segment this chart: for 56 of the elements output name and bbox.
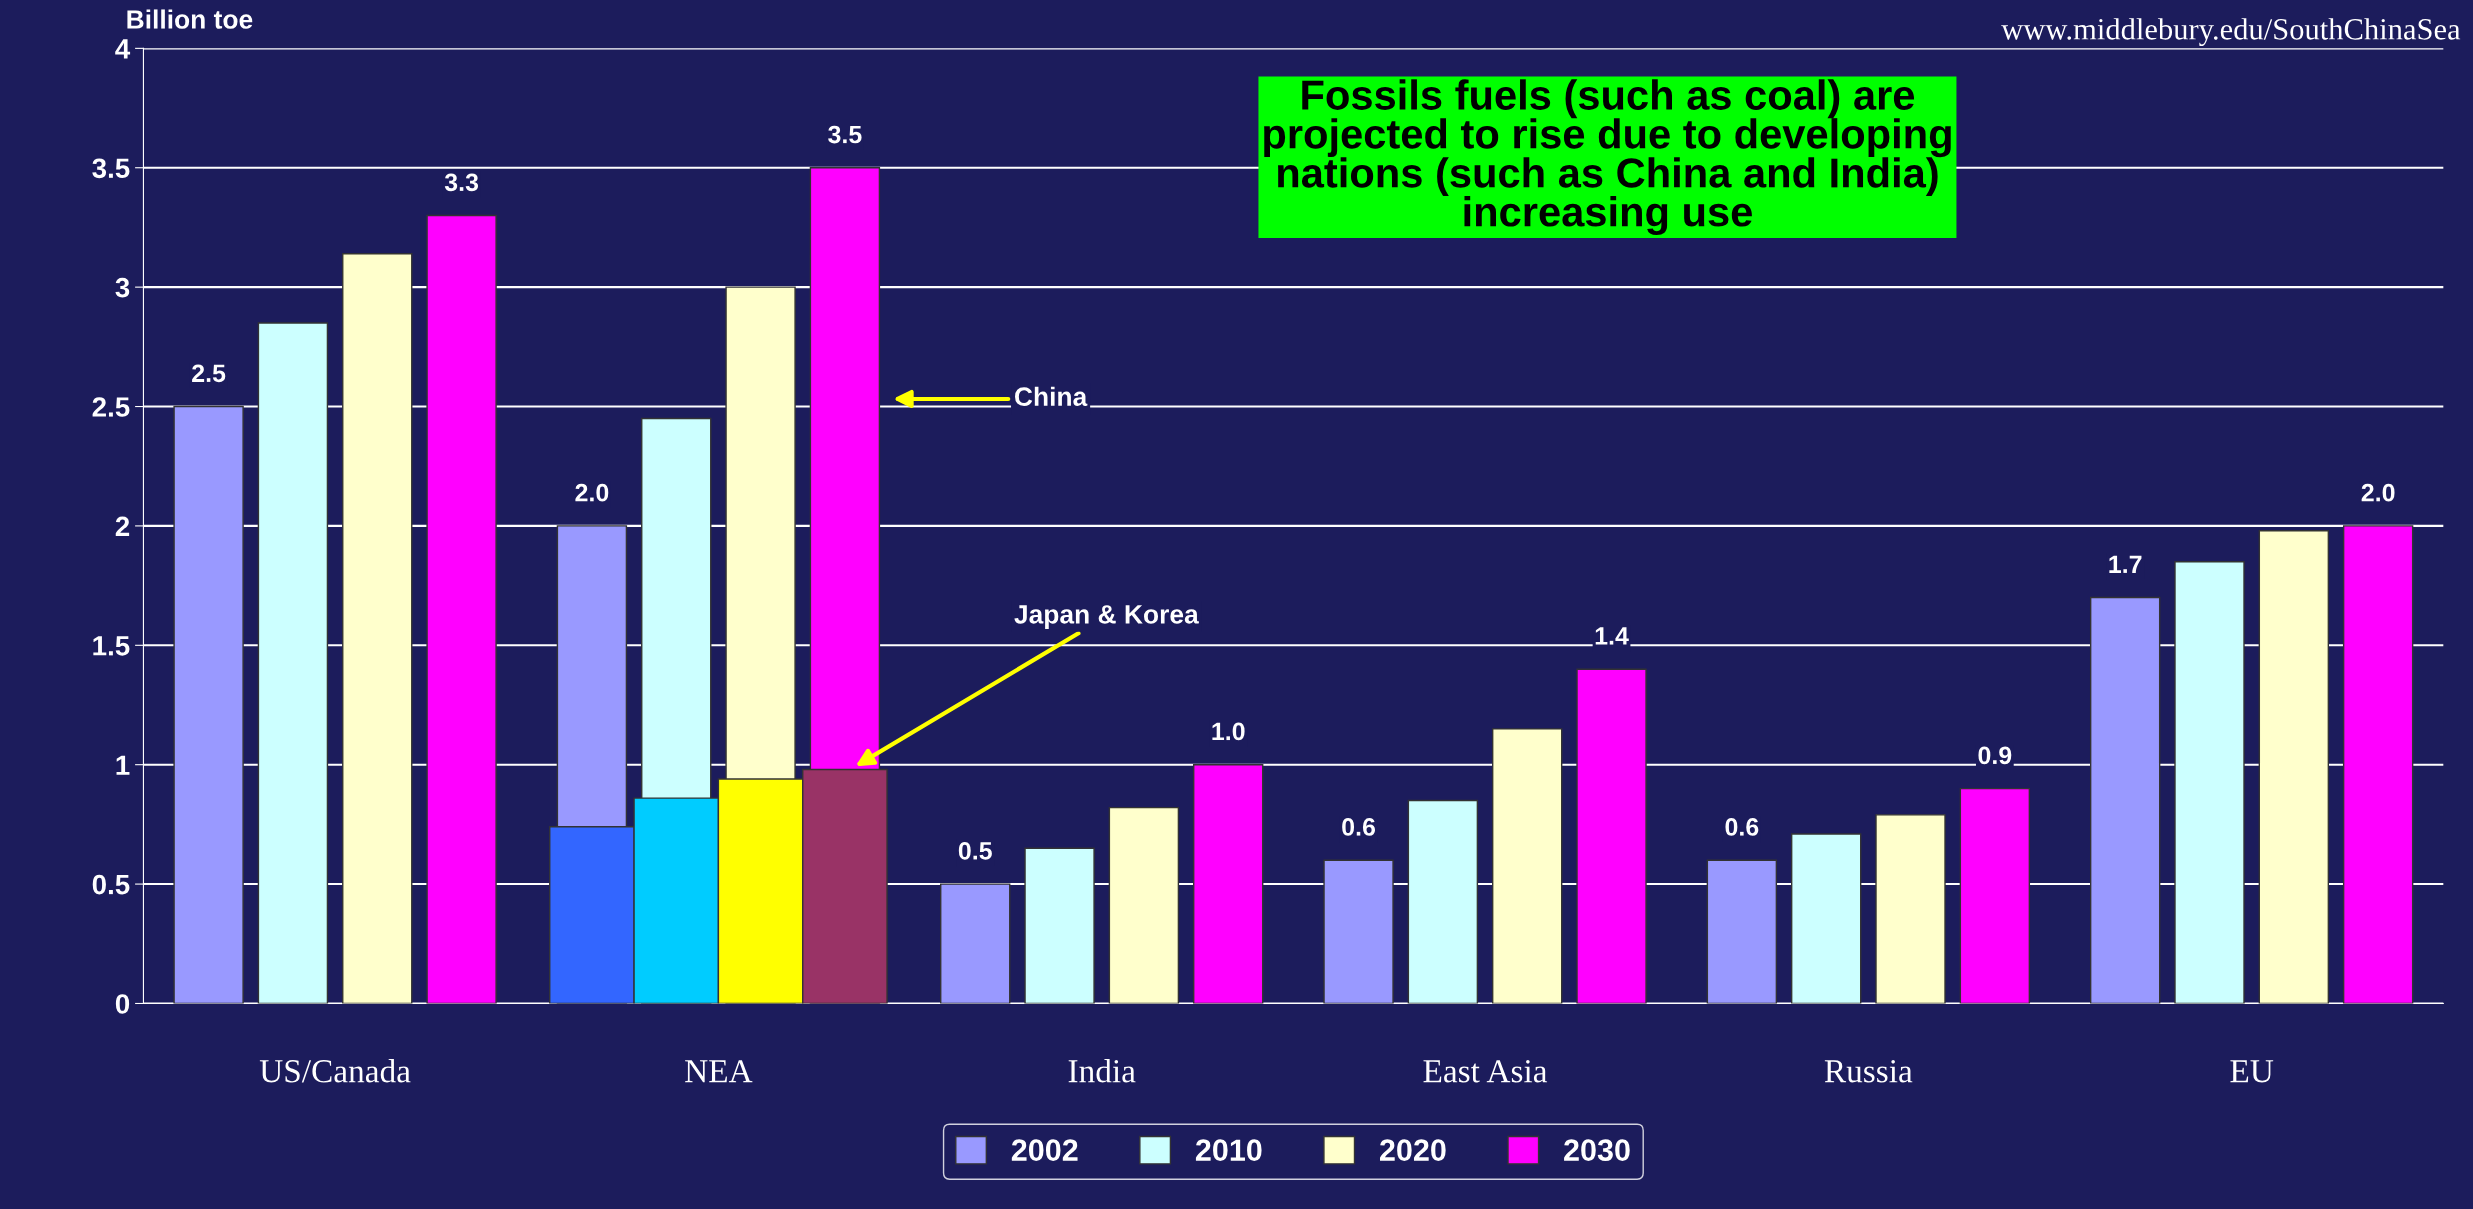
legend-label: 2020 [1379, 1139, 1446, 1161]
data-label: 2.5 [192, 364, 226, 383]
data-label: 1.4 [1595, 627, 1629, 645]
bar [940, 883, 1011, 1004]
annotation: Japan & Korea [1014, 605, 1199, 629]
data-label: 1.0 [1212, 722, 1245, 741]
data-label: 1.7 [2109, 555, 2142, 573]
y-tick-label: 4 [115, 39, 131, 59]
legend-label: 2002 [1011, 1139, 1078, 1161]
bar [342, 253, 413, 1004]
bar [2089, 596, 2161, 1004]
annotation: Fossils fuels (such as coal) are projected to rise due to developing nations (such as China and India) increasing use [1264, 79, 1951, 236]
data-label: 0.6 [1725, 818, 1759, 836]
data-label: 2.0 [575, 483, 609, 502]
bar [1790, 833, 1862, 1004]
x-tick-label: East Asia [1423, 1060, 1548, 1083]
data-label: 0.6 [1342, 818, 1376, 836]
bar [1193, 763, 1264, 1004]
bar [426, 214, 497, 1004]
y-tick-label: 0 [115, 994, 130, 1014]
annotation: China [1015, 386, 1088, 407]
bar [1323, 859, 1394, 1004]
data-label: 0.5 [958, 841, 992, 860]
y-tick-label: 1 [116, 755, 130, 775]
data-label: 3.3 [444, 173, 479, 192]
x-tick-label: NEA [685, 1060, 753, 1083]
data-label: 0.9 [1978, 746, 2012, 765]
bar [1959, 787, 2031, 1004]
x-tick-label: Russia [1824, 1060, 1913, 1083]
bar [1108, 806, 1180, 1004]
y-tick-label: 3 [115, 277, 130, 298]
bar [1706, 859, 1778, 1004]
bar [1407, 799, 1479, 1004]
y-tick-label: 2 [115, 516, 130, 536]
text: www.middlebury.edu/SouthChinaSea [2001, 18, 2461, 46]
bar [1576, 668, 1647, 1004]
bar [2174, 561, 2245, 1004]
x-tick-label: EU [2230, 1060, 2274, 1083]
bar [2258, 529, 2330, 1004]
y-tick-label: 1.5 [93, 636, 130, 656]
x-tick-label: India [1068, 1059, 1136, 1083]
bar [173, 405, 244, 1004]
legend-label: 2030 [1564, 1139, 1630, 1161]
bar [1024, 847, 1095, 1004]
data-label: 2.0 [2361, 483, 2395, 502]
x-tick-label: US/Canada [259, 1059, 411, 1083]
bar [1492, 728, 1563, 1004]
y-axis-title: Billion toe [127, 9, 253, 29]
y-tick-label: 3.5 [92, 158, 130, 179]
bar [2342, 525, 2414, 1004]
data-label: 3.5 [828, 125, 862, 144]
bar [1875, 814, 1946, 1004]
y-tick-label: 0.5 [92, 874, 130, 895]
bar [257, 322, 329, 1004]
y-tick-label: 2.5 [92, 397, 130, 417]
legend-label: 2010 [1195, 1139, 1262, 1161]
